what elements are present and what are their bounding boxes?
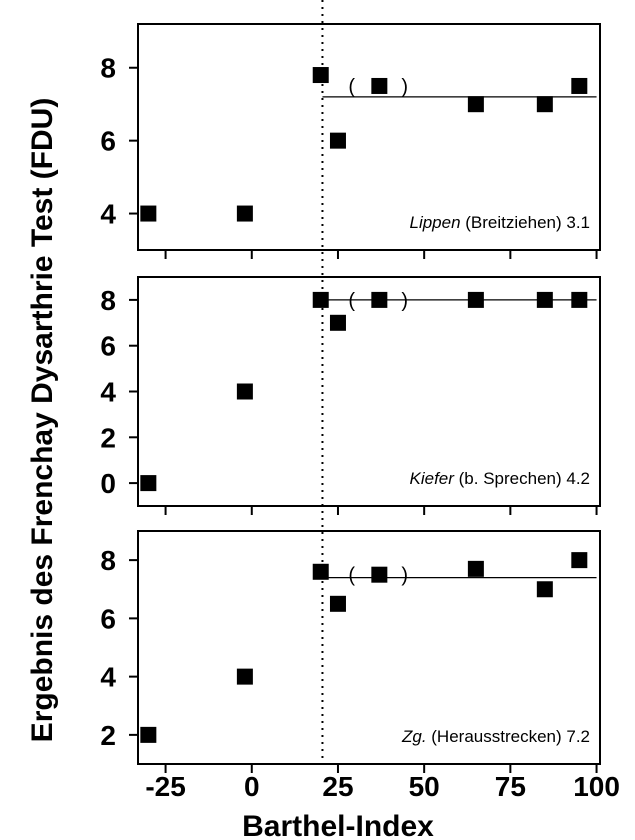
panel-label: Lippen (Breitziehen) 3.1	[409, 213, 590, 232]
data-point	[536, 581, 553, 598]
y-tick-label: 4	[100, 199, 116, 230]
data-point	[140, 475, 157, 492]
data-point	[371, 77, 388, 94]
data-point	[571, 291, 588, 308]
panel-label: Zg. (Herausstrecken) 7.2	[401, 727, 590, 746]
x-axis-title: Barthel-Index	[242, 810, 434, 840]
y-tick-label: 0	[100, 468, 116, 499]
panel-label-italic: Zg.	[401, 727, 427, 746]
data-point	[467, 560, 484, 577]
data-point	[312, 563, 329, 580]
x-tick-label: 50	[409, 771, 440, 802]
panel-label-rest: (b. Sprechen) 4.2	[454, 469, 590, 488]
y-tick-label: 4	[100, 662, 116, 693]
y-tick-label: 6	[100, 331, 116, 362]
y-tick-label: 6	[100, 126, 116, 157]
data-point	[236, 383, 253, 400]
x-tick-label: -25	[145, 771, 185, 802]
data-point	[371, 566, 388, 583]
paren-left: (	[348, 290, 355, 312]
data-point	[571, 77, 588, 94]
y-axis-title: Ergebnis des Frenchay Dysarthrie Test (F…	[26, 98, 59, 743]
y-tick-label: 6	[100, 603, 116, 634]
data-point	[571, 552, 588, 569]
x-tick-label: 25	[322, 771, 353, 802]
y-tick-label: 8	[100, 545, 116, 576]
data-point	[312, 291, 329, 308]
data-point	[329, 595, 346, 612]
panel-label: Kiefer (b. Sprechen) 4.2	[410, 469, 591, 488]
data-point	[467, 96, 484, 113]
data-point	[329, 314, 346, 331]
y-tick-label: 4	[100, 377, 116, 408]
paren-left: (	[348, 76, 355, 98]
panel-label-italic: Lippen	[409, 213, 460, 232]
panel-label-rest: (Breitziehen) 3.1	[461, 213, 590, 232]
data-point	[312, 67, 329, 84]
data-point	[236, 668, 253, 685]
paren-left: (	[348, 565, 355, 587]
paren-right: )	[401, 76, 408, 98]
x-tick-label: 0	[244, 771, 260, 802]
data-point	[467, 291, 484, 308]
panel-label-rest: (Herausstrecken) 7.2	[427, 727, 590, 746]
data-point	[371, 291, 388, 308]
panel-2: 0 2 4 6 8 () Kiefer (b. Sprechen) 4.2	[100, 276, 601, 515]
data-point	[236, 205, 253, 222]
x-tick-label: 100	[573, 771, 620, 802]
panel-1: 4 6 8 () Lippen (Breitziehen) 3.1	[100, 23, 601, 259]
x-tick-label: 75	[495, 771, 526, 802]
y-tick-label: 2	[100, 422, 116, 453]
data-point	[329, 132, 346, 149]
paren-right: )	[401, 290, 408, 312]
data-point	[140, 205, 157, 222]
paren-right: )	[401, 565, 408, 587]
panel-label-italic: Kiefer	[410, 469, 456, 488]
y-tick-label: 2	[100, 720, 116, 751]
y-tick-label: 8	[100, 285, 116, 316]
y-tick-label: 8	[100, 53, 116, 84]
panel-3: 2 4 6 8 () Zg. (Herausstrecken) 7.2	[100, 530, 601, 773]
panel-frame	[137, 23, 601, 251]
data-point	[536, 291, 553, 308]
data-point	[536, 96, 553, 113]
data-point	[140, 726, 157, 743]
panel-frame	[137, 530, 601, 765]
